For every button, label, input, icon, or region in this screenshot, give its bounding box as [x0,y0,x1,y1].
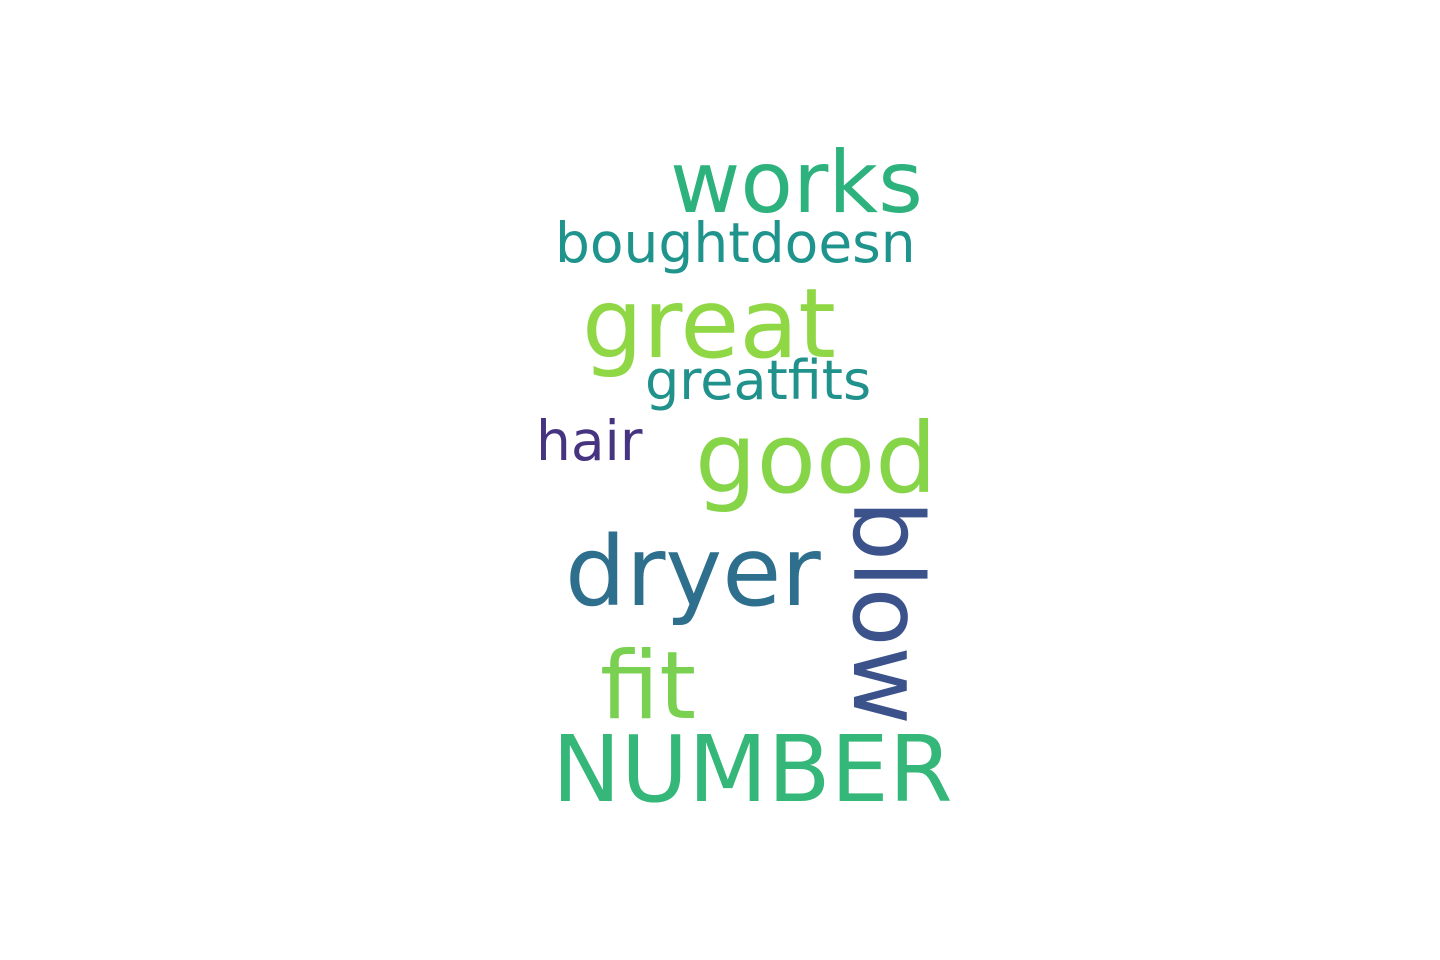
word-hair: hair [536,409,643,473]
word-blow: blow [831,500,943,725]
word-boughtdoesn: boughtdoesn [555,211,916,275]
word-dryer: dryer [565,516,821,628]
word-works: works [670,133,923,233]
word-greatfits: greatfits [645,349,872,412]
word-good: good [695,402,937,515]
word-number: NUMBER [552,716,953,823]
word-great: great [582,268,836,380]
word-fit: fit [600,632,697,741]
